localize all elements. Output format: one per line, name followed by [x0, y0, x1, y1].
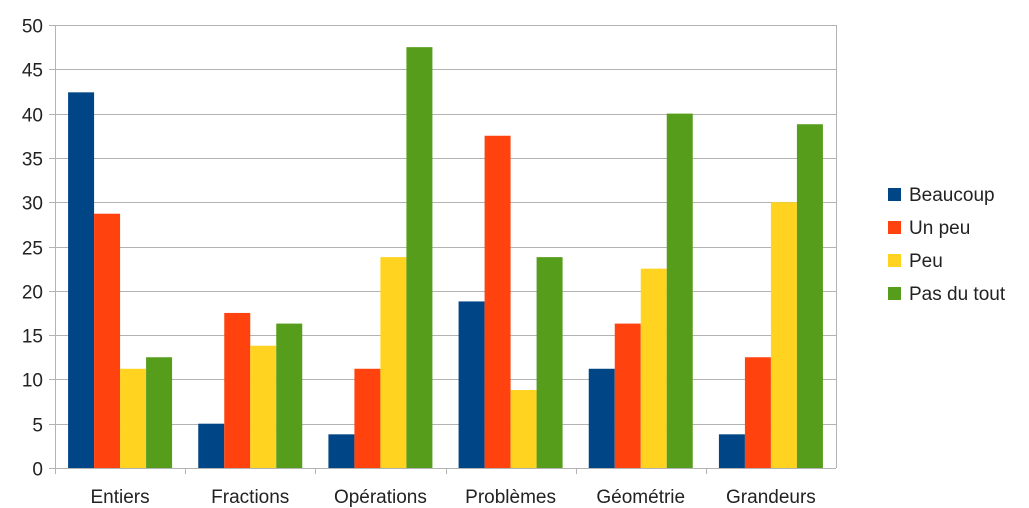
legend: Beaucoup Un peu Peu Pas du tout: [888, 185, 1006, 305]
bar-peu-4: [640, 268, 667, 468]
y-tick-label: 30: [22, 194, 43, 215]
bar-pas-du-tout-1: [276, 323, 303, 468]
bar-peu-0: [120, 368, 147, 468]
legend-swatch: [888, 287, 901, 300]
y-tick-label: 35: [22, 150, 43, 171]
bar-beaucoup-0: [68, 92, 95, 468]
bar-pas-du-tout-2: [406, 47, 433, 469]
bar-beaucoup-5: [718, 434, 745, 468]
y-tick-label: 0: [32, 460, 43, 481]
y-tick-label: 25: [22, 239, 43, 260]
y-axis-tick-labels: 0 5 10 15 20 25 30 35 40 45 50: [22, 17, 43, 481]
bars: [68, 47, 823, 469]
legend-label: Un peu: [909, 218, 970, 239]
bar-beaucoup-4: [588, 368, 615, 468]
axes: [55, 25, 837, 474]
legend-label: Pas du tout: [909, 284, 1006, 305]
y-tick-label: 15: [22, 327, 43, 348]
bar-pas-du-tout-0: [146, 357, 173, 468]
bar-pas-du-tout-5: [796, 124, 823, 469]
legend-label: Peu: [909, 251, 943, 272]
bar-un-peu-3: [484, 135, 511, 468]
bar-pas-du-tout-4: [666, 113, 693, 468]
x-category-label: Problèmes: [465, 487, 556, 508]
bar-un-peu-5: [744, 357, 771, 468]
bar-peu-2: [380, 257, 407, 468]
y-tick-label: 5: [32, 416, 43, 437]
x-category-label: Entiers: [91, 487, 150, 508]
bar-un-peu-2: [354, 368, 381, 468]
bar-peu-1: [250, 345, 277, 468]
bar-un-peu-1: [224, 312, 251, 468]
y-tick-label: 40: [22, 106, 43, 127]
x-category-label: Fractions: [211, 487, 289, 508]
legend-swatch: [888, 221, 901, 234]
y-tick-label: 20: [22, 283, 43, 304]
x-category-label: Opérations: [334, 487, 427, 508]
bar-beaucoup-3: [458, 301, 485, 468]
bar-beaucoup-2: [328, 434, 355, 468]
x-category-label: Géométrie: [596, 487, 685, 508]
bar-peu-5: [770, 202, 797, 468]
y-tick-label: 10: [22, 371, 43, 392]
y-tick-label: 45: [22, 61, 43, 82]
x-category-label: Grandeurs: [726, 487, 816, 508]
bar-pas-du-tout-3: [536, 257, 563, 468]
y-tick-label: 50: [22, 17, 43, 38]
bar-peu-3: [510, 390, 537, 468]
gridlines: [49, 25, 836, 469]
x-axis-category-labels: Entiers Fractions Opérations Problèmes Géomé…: [91, 487, 816, 508]
legend-swatch: [888, 188, 901, 201]
bar-un-peu-4: [614, 323, 641, 468]
legend-swatch: [888, 254, 901, 267]
legend-label: Beaucoup: [909, 185, 995, 206]
bar-beaucoup-1: [198, 423, 225, 468]
bar-un-peu-0: [94, 213, 121, 468]
